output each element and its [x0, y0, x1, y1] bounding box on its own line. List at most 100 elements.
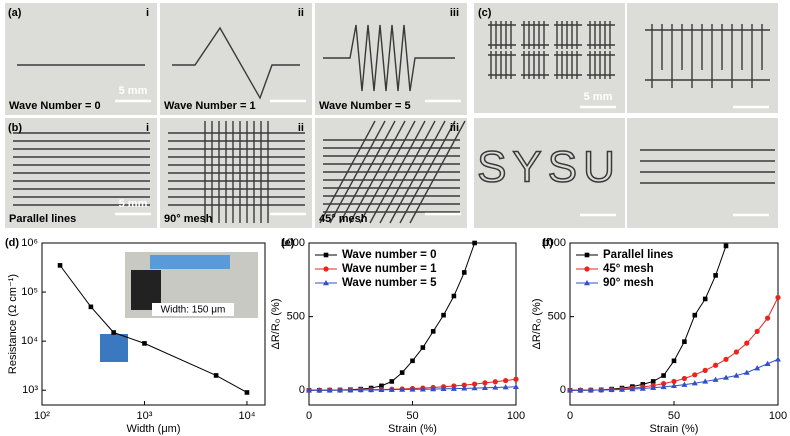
data-point [502, 384, 509, 390]
legend-marker [584, 252, 590, 258]
x-axis-label: Strain (%) [388, 423, 437, 435]
x-tick-label: 10⁴ [238, 410, 255, 422]
x-tick-label: 10² [34, 410, 50, 422]
data-point [472, 381, 478, 387]
data-point [399, 370, 405, 375]
data-point [723, 356, 729, 362]
y-tick-label: 1000 [542, 237, 566, 249]
data-point [461, 385, 468, 391]
y-axis-label: ΔR/R₀ (%) [531, 298, 543, 349]
data-point [441, 312, 446, 318]
photo [160, 3, 312, 115]
data-point [754, 328, 760, 334]
data-point [692, 372, 698, 378]
laser-line [409, 120, 466, 224]
data-point [513, 383, 519, 389]
plot-frame [41, 242, 266, 406]
data-point [619, 386, 625, 392]
data-point [337, 387, 344, 393]
inset-caption-bg [152, 303, 234, 316]
data-point [671, 382, 677, 389]
y-tick-label: 0 [560, 384, 566, 396]
laser-line [379, 120, 436, 224]
scale-label: 5 mm [119, 198, 148, 210]
data-point [451, 293, 457, 299]
x-tick-label: 50 [406, 410, 418, 422]
laser-text: SYSU [477, 143, 621, 192]
data-point [702, 378, 709, 384]
data-point [661, 373, 666, 378]
data-point [702, 296, 708, 302]
data-point [306, 387, 312, 393]
y-tick-label: 0 [299, 384, 305, 396]
data-point [409, 386, 416, 392]
data-point [368, 386, 375, 393]
data-point [629, 386, 636, 392]
y-axis-label: Resistance (Ω cm⁻¹) [7, 274, 19, 374]
panel-label: (f) [542, 237, 553, 249]
data-point [650, 379, 656, 384]
panel-label: (a) [8, 7, 22, 19]
legend-label: 45° mesh [603, 263, 654, 275]
laser-line [359, 120, 416, 224]
panel-label: (c) [478, 7, 492, 19]
data-point [420, 345, 426, 350]
photo-caption: 90° mesh [164, 213, 213, 225]
legend-label: Parallel lines [603, 249, 673, 261]
data-point [461, 270, 467, 275]
photo-caption: Wave Number = 5 [319, 100, 411, 112]
photo-caption: Wave Number = 1 [164, 100, 256, 112]
x-tick-label: 100 [769, 410, 787, 422]
data-point [503, 377, 509, 384]
laser-line [349, 120, 406, 224]
legend-label: Wave number = 1 [342, 263, 437, 275]
panel-label: (e) [281, 237, 295, 249]
inset-photo [100, 334, 128, 362]
data-point [471, 385, 478, 391]
x-tick-label: 50 [668, 410, 680, 422]
photo-caption: 45° mesh [319, 213, 368, 225]
photo-caption: Wave Number = 0 [9, 100, 101, 112]
data-point [481, 384, 488, 390]
y-tick-label: 1000 [281, 237, 305, 249]
y-tick-label: 500 [287, 311, 305, 323]
data-point [682, 339, 687, 344]
x-axis-label: Strain (%) [650, 423, 699, 435]
data-point [389, 379, 395, 384]
photo [627, 118, 778, 228]
data-point [712, 376, 719, 382]
data-point [671, 378, 677, 385]
data-point [440, 385, 447, 391]
data-point [691, 380, 698, 386]
photo [315, 118, 467, 228]
data-point [713, 362, 719, 368]
subfigure-index: ii [298, 7, 304, 19]
data-point [482, 380, 488, 386]
data-point [775, 356, 781, 362]
laser-line [399, 120, 456, 224]
data-point [513, 376, 519, 382]
data-point [388, 386, 395, 392]
data-point [587, 387, 594, 393]
legend-marker [323, 252, 329, 258]
data-point [733, 349, 740, 355]
laser-line [329, 120, 386, 224]
y-tick-label: 10⁵ [21, 286, 38, 298]
scale-label: 5 mm [584, 91, 613, 103]
data-point [379, 383, 384, 389]
panel-label: (b) [8, 122, 22, 134]
subfigure-index: i [146, 122, 149, 134]
data-point [681, 375, 688, 382]
photo [474, 118, 625, 228]
data-point [430, 329, 436, 334]
subfigure-index: ii [298, 122, 304, 134]
data-point [743, 369, 750, 375]
legend-marker [584, 280, 590, 286]
data-point [661, 381, 667, 387]
laser-line [172, 26, 300, 100]
data-point [723, 243, 729, 249]
data-point [764, 360, 771, 366]
data-point [608, 386, 615, 393]
data-point [213, 373, 219, 378]
data-point [347, 387, 354, 393]
